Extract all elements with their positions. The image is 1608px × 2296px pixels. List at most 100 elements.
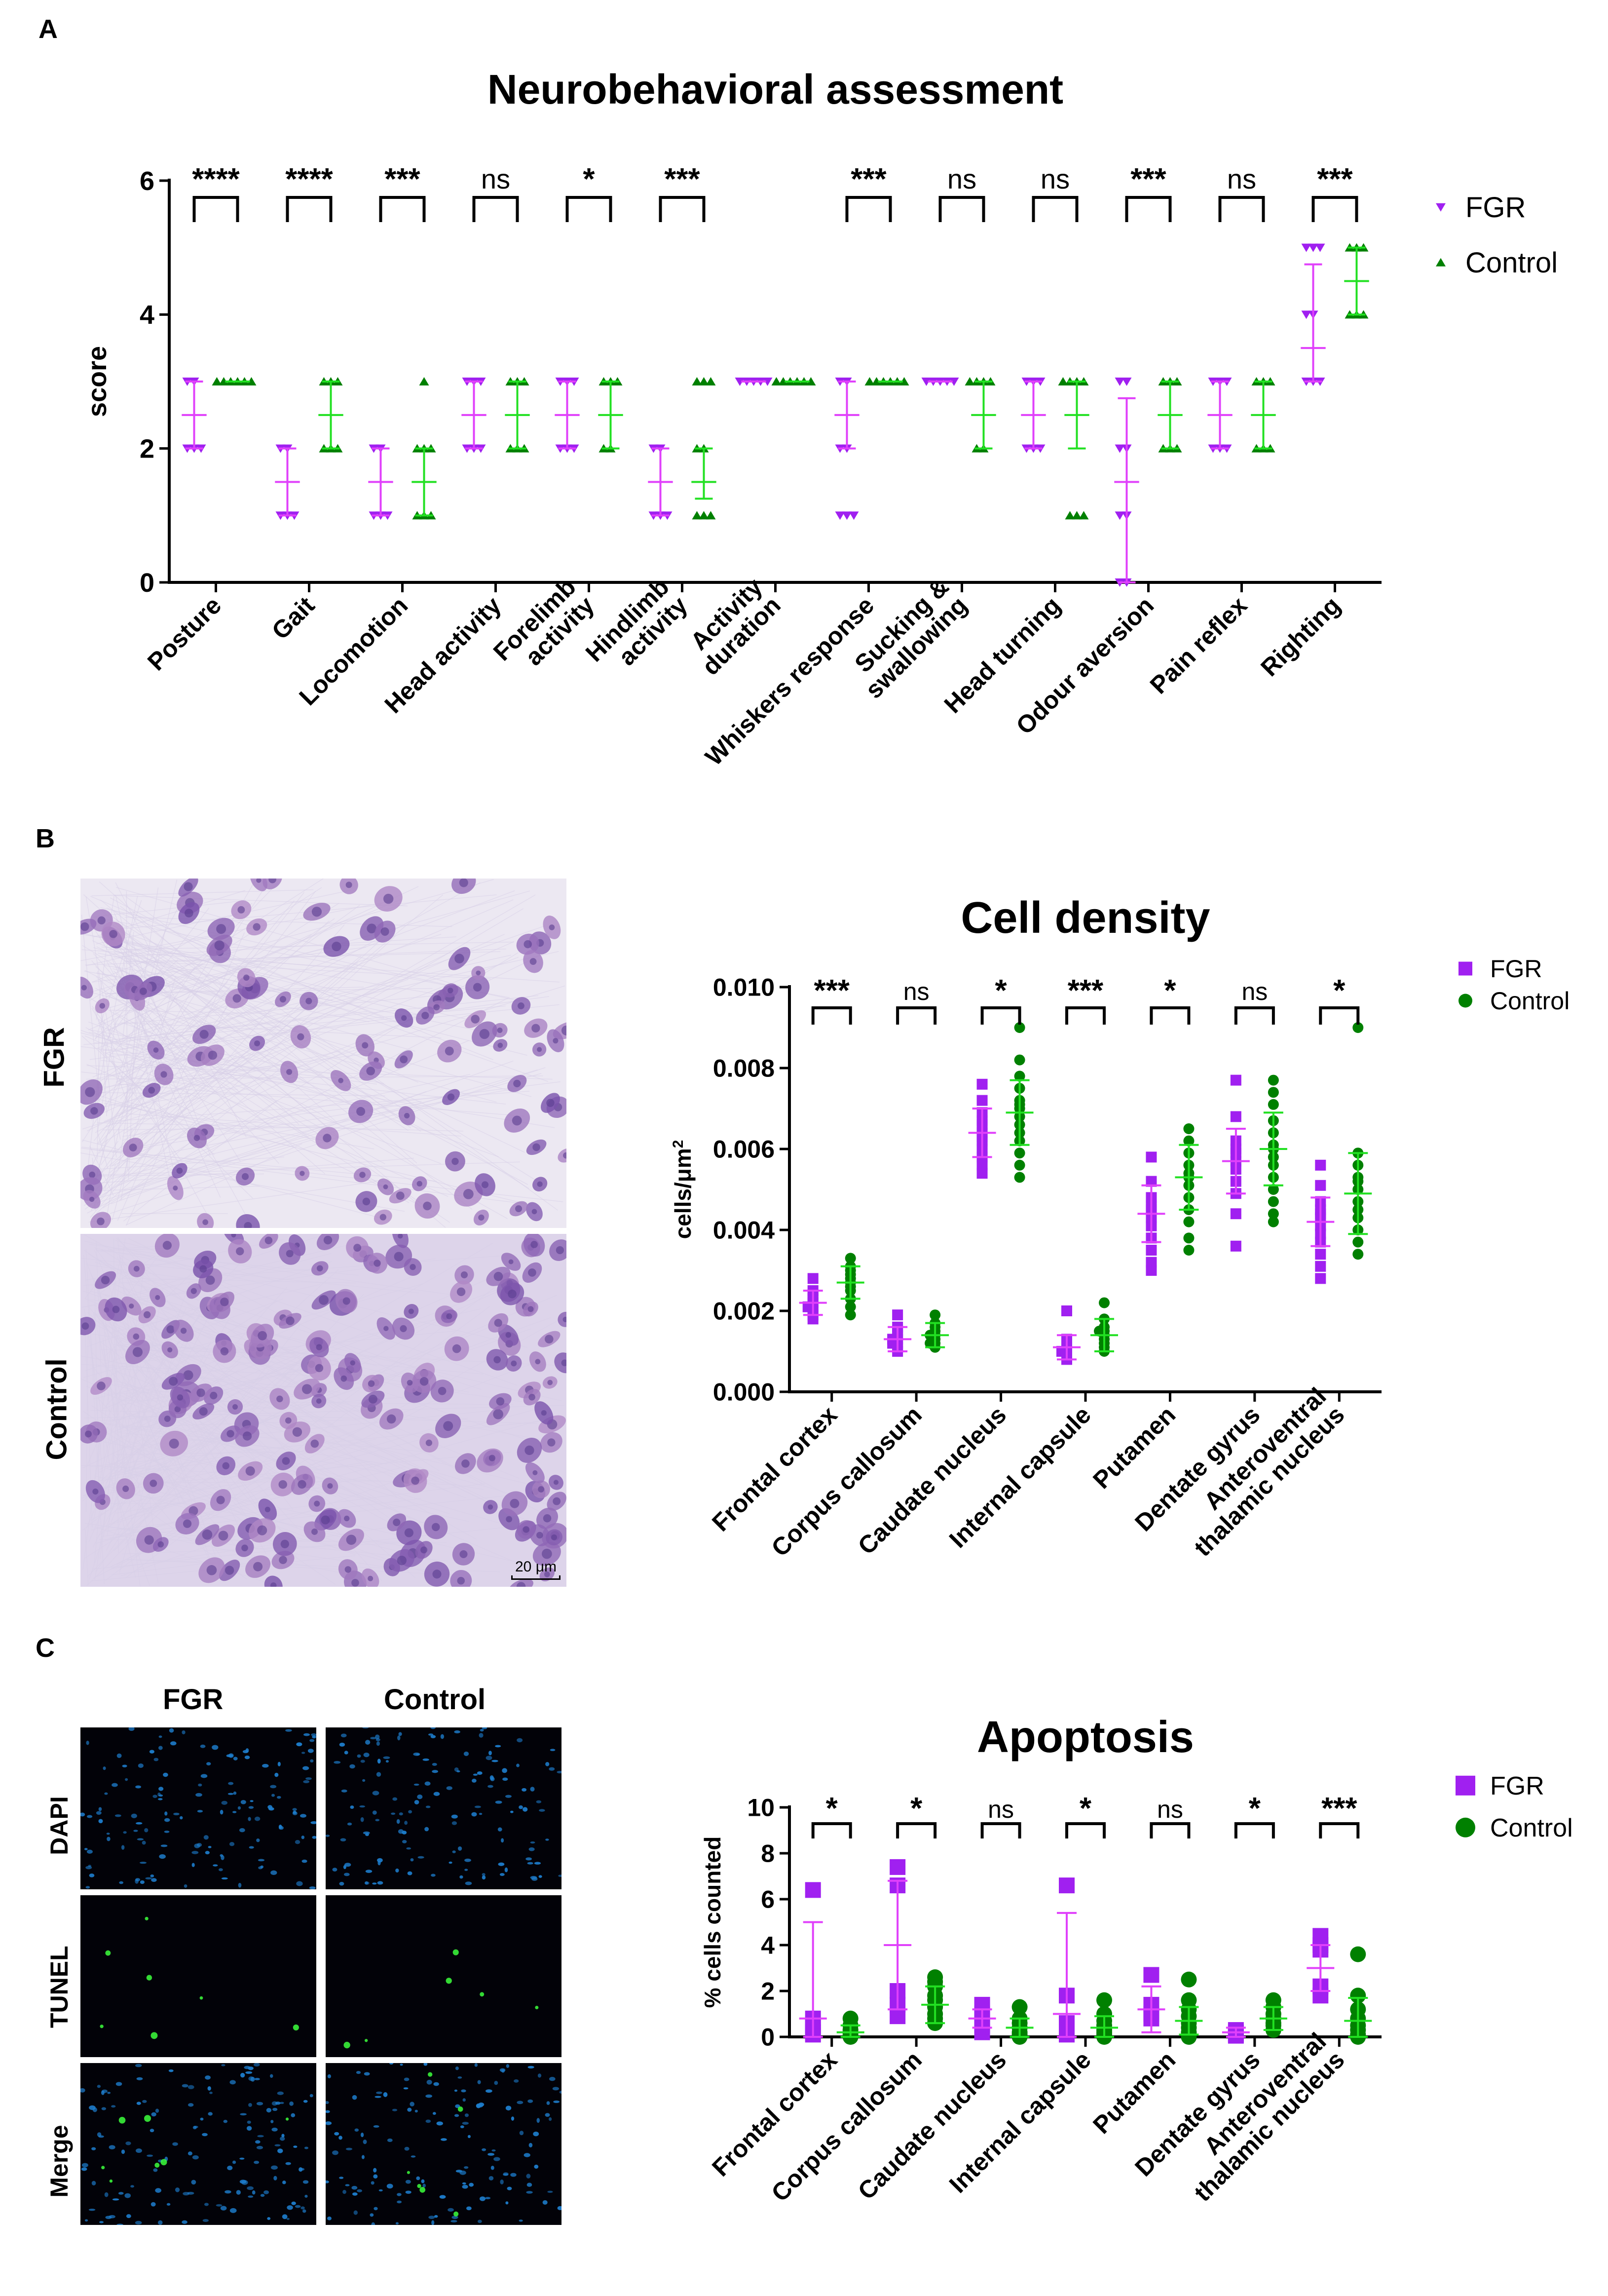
dapi-nucleus [220, 1809, 224, 1815]
dapi-nucleus [395, 2222, 399, 2225]
dapi-nucleus [530, 1787, 535, 1792]
dapi-nucleus [392, 2108, 398, 2111]
micrograph-nucleus [529, 958, 537, 965]
dapi-nucleus [405, 2190, 411, 2194]
dapi-nucleus [303, 2100, 308, 2103]
dapi-nucleus [503, 2173, 509, 2176]
micrograph-nucleus [447, 1093, 455, 1101]
y-axis-label-superscript: 2 [670, 1140, 686, 1148]
dapi-nucleus [461, 2089, 466, 2093]
micrograph-fiber [128, 1001, 198, 1083]
dapi-nucleus [545, 2113, 550, 2117]
significance-bracket [1311, 196, 1358, 222]
x-tick-label-line: Corpus callosum [766, 1401, 927, 1562]
micrograph-fiber [124, 894, 536, 1134]
dapi-nucleus [365, 1881, 370, 1885]
dapi-nucleus [432, 2112, 436, 2115]
micrograph-nucleus [268, 879, 277, 883]
dapi-nucleus [310, 1759, 314, 1763]
micrograph-nucleus [383, 1184, 388, 1189]
dapi-nucleus [340, 1733, 347, 1738]
micrograph-fiber [90, 1149, 437, 1182]
dapi-nucleus [103, 1766, 106, 1770]
panel-letter-a: A [38, 14, 58, 44]
dapi-nucleus [527, 2066, 534, 2068]
micrograph-nucleus [80, 922, 89, 931]
micrograph-nucleus [481, 1181, 489, 1188]
data-point [1014, 1148, 1025, 1159]
micrograph-nucleus [404, 1528, 413, 1537]
tunel-positive-cell [146, 1975, 152, 1981]
data-point [1014, 1071, 1025, 1082]
dapi-nucleus [383, 1756, 390, 1759]
significance-label: ns [1227, 163, 1256, 194]
micrograph-nucleus [493, 1271, 503, 1281]
data-point [806, 377, 816, 385]
dapi-nucleus [282, 2214, 288, 2219]
dapi-nucleus [150, 2202, 156, 2207]
dapi-nucleus [158, 1787, 164, 1791]
micrograph-nucleus [379, 1214, 386, 1221]
micrograph-nucleus [196, 1388, 205, 1397]
micrograph-fiber [111, 1293, 217, 1432]
dapi-nucleus [410, 1858, 414, 1862]
dapi-nucleus [517, 2101, 524, 2105]
dapi-nucleus [370, 2213, 374, 2217]
significance-bracket [565, 196, 612, 222]
series-control [212, 243, 1369, 520]
dapi-nucleus [451, 1814, 458, 1819]
dapi-nucleus [433, 2082, 439, 2086]
dapi-nucleus [155, 2108, 159, 2113]
micrograph-nucleus [220, 1298, 229, 1306]
micrograph-fiber [93, 947, 201, 980]
dapi-nucleus [479, 1813, 483, 1815]
significance-label: *** [664, 162, 700, 196]
dapi-nucleus [125, 1778, 128, 1781]
y-tick-label: 6 [140, 166, 154, 196]
dapi-nucleus [454, 2114, 459, 2117]
y-tick-label: 2 [140, 434, 154, 464]
dapi-nucleus [457, 1846, 462, 1851]
dapi-nucleus [274, 2144, 281, 2146]
micrograph-nucleus [420, 1546, 428, 1554]
dapi-nucleus [122, 1764, 127, 1767]
micrograph-nucleus [183, 1370, 193, 1380]
micrograph-nucleus [254, 1040, 261, 1046]
dapi-nucleus [403, 2087, 409, 2090]
dapi-nucleus [285, 1729, 292, 1732]
micrograph-nucleus [245, 1466, 255, 1476]
dapi-nucleus [545, 1838, 549, 1841]
data-point [1065, 511, 1075, 520]
micrograph-nucleus [393, 1518, 401, 1527]
micrograph-nucleus [184, 882, 193, 891]
dapi-nucleus [293, 2145, 298, 2148]
micrograph-nucleus [231, 1234, 236, 1238]
dapi-nucleus [397, 1735, 401, 1741]
dapi-nucleus [373, 2125, 379, 2128]
micrograph-nucleus [528, 1394, 535, 1401]
significance-label: * [583, 162, 595, 196]
data-point [807, 1273, 819, 1284]
dapi-nucleus [398, 1732, 402, 1736]
dapi-nucleus [248, 2076, 254, 2081]
dapi-nucleus [280, 2137, 285, 2141]
dapi-nucleus [449, 1861, 452, 1864]
micrograph-nucleus [340, 1375, 347, 1382]
dapi-nucleus [545, 1761, 550, 1766]
dapi-nucleus [372, 1810, 377, 1815]
dapi-nucleus [362, 1779, 366, 1782]
dapi-nucleus [370, 1737, 376, 1740]
dapi-nucleus [430, 1727, 436, 1729]
dapi-nucleus [91, 2147, 96, 2150]
data-point [771, 377, 782, 385]
data-point [1181, 1971, 1197, 1988]
dapi-nucleus [510, 2173, 517, 2177]
dapi-nucleus [383, 2092, 388, 2097]
tunel-positive-cell [109, 2179, 113, 2183]
dapi-nucleus [270, 1785, 277, 1789]
data-point [925, 1338, 936, 1349]
dapi-nucleus [473, 1773, 478, 1776]
dapi-nucleus [462, 2098, 466, 2102]
micrograph-nucleus [190, 1288, 197, 1294]
